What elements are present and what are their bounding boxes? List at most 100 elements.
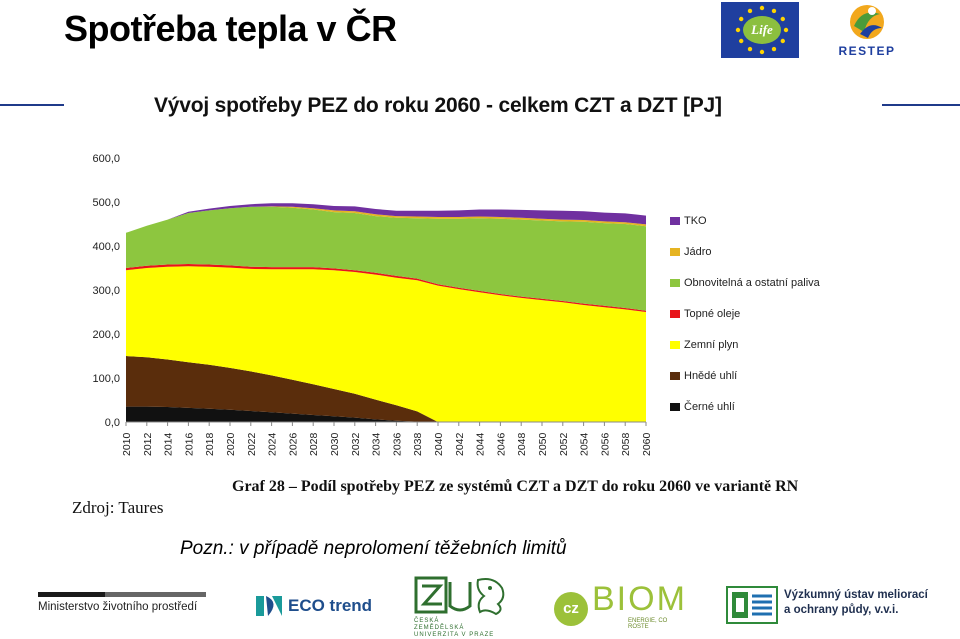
eu-star [771,8,777,14]
x-tick-label: 2026 [287,432,299,456]
area-series-0 [126,406,646,422]
eco-trend-emblem-icon [256,596,282,616]
x-tick-label: 2022 [246,432,258,456]
x-tick-label: 2030 [329,432,341,456]
ministry-logo-bar [38,592,206,597]
x-tick-label: 2056 [599,432,611,456]
czbiom-prefix: cz [554,592,588,626]
czu-text-line-1: ČESKÁ [414,618,440,624]
x-tick-label: 2018 [204,432,216,456]
legend-entry: TKO [668,214,820,245]
area-series-2 [126,266,646,422]
y-tick-label: 300,0 [92,285,120,297]
area-series-5 [126,206,646,233]
eu-star [739,38,744,44]
x-tick-label: 2058 [620,432,632,456]
czbiom-tagline: ENERGIE, CO ROSTE [628,618,668,630]
x-tick-label: 2048 [516,432,528,456]
czu-lion-emblem-icon [414,576,505,616]
chart-legend: TKO Jádro Obnovitelná a ostatní paliva Topn… [668,214,820,431]
eu-star [759,49,765,55]
legend-label: Jádro [684,246,712,258]
life-eu-logo: Life [721,2,799,58]
life-logo-text: Life [743,16,781,44]
czu-text-line-3: UNIVERZITA V PRAZE [414,632,495,638]
eu-star [759,5,765,11]
eco-trend-text: ECO trend [288,596,373,615]
legend-swatch [670,248,680,256]
vumop-text-line-2: a ochrany půdy, v.v.i. [784,604,899,616]
x-tick-label: 2034 [371,432,383,456]
eco-trend-logo: ECO trend [254,590,384,624]
legend-swatch [670,217,680,225]
x-tick-label: 2046 [495,432,507,456]
eu-star [747,46,753,52]
eu-star [747,8,753,14]
eu-star [783,27,789,33]
x-tick-label: 2054 [579,432,591,456]
legend-entry: Topné oleje [668,307,820,338]
x-tick-label: 2038 [412,432,424,456]
x-tick-label: 2024 [267,432,279,456]
legend-entry: Jádro [668,245,820,276]
x-tick-label: 2020 [225,432,237,456]
legend-swatch [670,341,680,349]
legend-entry: Obnovitelná a ostatní paliva [668,276,820,307]
footnote: Pozn.: v případě neprolomení těžebních l… [180,538,567,559]
legend-entry: Hnědé uhlí [668,369,820,400]
y-tick-label: 500,0 [92,197,120,209]
restep-emblem-icon [850,5,884,39]
x-tick-label: 2012 [142,432,154,456]
eu-star [739,16,744,22]
eu-star [735,27,741,33]
legend-swatch [670,403,680,411]
legend-entry: Zemní plyn [668,338,820,369]
vumop-emblem-icon [726,586,778,624]
x-tick-label: 2052 [558,432,570,456]
restep-logo-text: RESTEP [838,44,896,58]
czbiom-logo: cz BIOM ENERGIE, CO ROSTE [554,578,688,630]
x-tick-label: 2032 [350,432,362,456]
czu-text-line-2: ZEMĚDĚLSKÁ [414,625,465,631]
eu-star [780,38,785,44]
vumop-text-line-1: Výzkumný ústav meliorací [784,589,928,601]
x-tick-label: 2014 [163,432,175,456]
x-tick-label: 2060 [641,432,653,456]
legend-swatch [670,372,680,380]
x-tick-label: 2010 [121,432,133,456]
slide-title: Spotřeba tepla v ČR [64,8,397,49]
x-tick-label: 2016 [183,432,195,456]
x-tick-label: 2028 [308,432,320,456]
legend-label: TKO [684,215,707,227]
title-rule-right [882,104,960,106]
x-tick-label: 2042 [454,432,466,456]
chart-title: Vývoj spotřeby PEZ do roku 2060 - celkem… [154,94,722,117]
eu-stars-icon [735,5,789,55]
legend-label: Černé uhlí [684,401,735,413]
legend-swatch [670,279,680,287]
vumop-text: Výzkumný ústav meliorací a ochrany půdy,… [784,588,928,618]
y-tick-label: 200,0 [92,329,120,341]
eu-star [780,16,785,22]
legend-swatch [670,310,680,318]
legend-entry: Černé uhlí [668,400,820,431]
legend-label: Hnědé uhlí [684,370,738,382]
figure-caption: Graf 28 – Podíl spotřeby PEZ ze systémů … [232,478,799,495]
x-tick-label: 2036 [391,432,403,456]
czu-logo: ČESKÁ ZEMĚDĚLSKÁ UNIVERZITA V PRAZE [414,574,512,638]
area-series-1 [126,356,646,422]
legend-label: Zemní plyn [684,339,739,351]
x-tick-label: 2050 [537,432,549,456]
title-rule-left [0,104,64,106]
vumop-logo: Výzkumný ústav meliorací a ochrany půdy,… [726,584,952,628]
area-series-6 [126,203,646,233]
area-series-4 [126,206,646,311]
x-tick-label: 2044 [475,432,487,456]
legend-label: Topné oleje [684,308,741,320]
eu-star [771,46,777,52]
y-tick-label: 600,0 [92,153,120,165]
source-note: Zdroj: Taures [72,498,164,517]
y-tick-label: 400,0 [92,241,120,253]
ministry-logo-text: Ministerstvo životního prostředí [38,601,198,613]
